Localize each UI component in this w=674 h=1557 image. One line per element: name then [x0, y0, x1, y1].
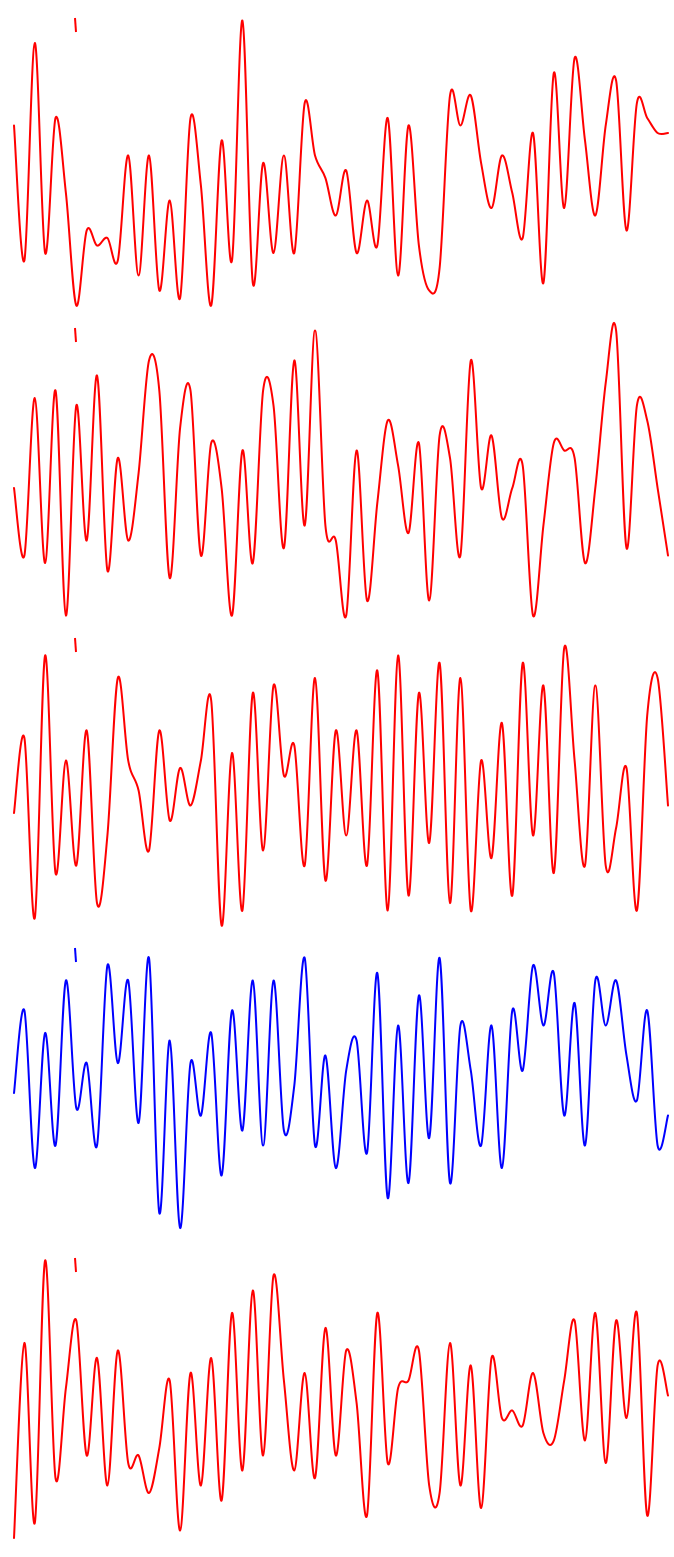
traces-group: [13, 17, 669, 1539]
trace-marker-2: [74, 327, 77, 343]
trace-marker-1: [74, 17, 77, 33]
trace-line-5: [13, 1259, 669, 1539]
trace-marker-3: [74, 637, 77, 653]
trace-line-3: [13, 644, 669, 927]
trace-line-4: [13, 956, 669, 1230]
trace-marker-4: [74, 947, 77, 963]
trace-line-2: [13, 321, 669, 619]
trace-marker-5: [74, 1257, 77, 1273]
trace-line-1: [13, 19, 669, 307]
